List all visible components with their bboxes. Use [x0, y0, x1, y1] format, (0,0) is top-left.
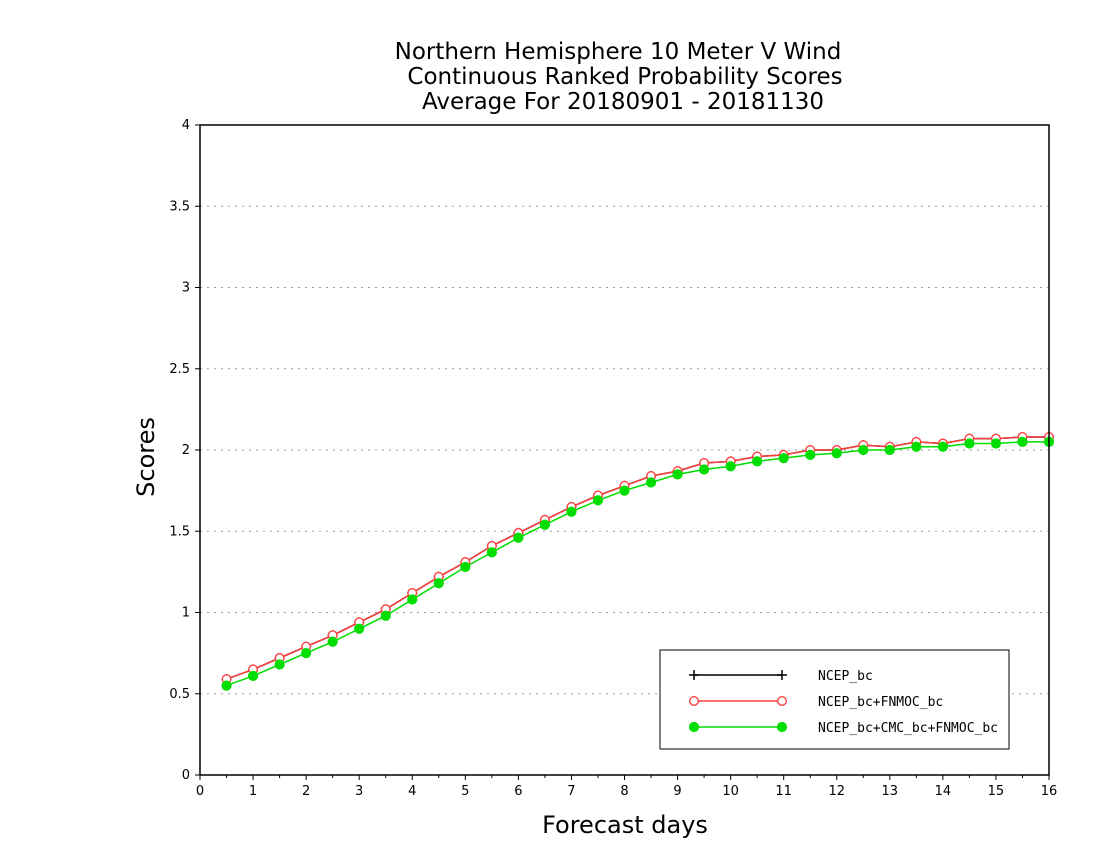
y-axis-title: Scores [132, 417, 160, 497]
legend: NCEP_bc NCEP_bc+FNMOC_bc NCEP_bc+CMC_bc+FN… [659, 649, 1010, 750]
data-point [433, 578, 444, 589]
data-point [566, 506, 577, 517]
x-tick-label: 12 [828, 784, 845, 799]
x-tick-label: 5 [461, 784, 469, 799]
x-tick-label: 14 [935, 784, 952, 799]
y-tick-label: 3 [182, 281, 190, 296]
title-line-2: Continuous Ranked Probability Scores [407, 64, 842, 90]
y-tick-label: 2 [182, 443, 190, 458]
data-point [937, 441, 948, 452]
legend-label: NCEP_bc+FNMOC_bc [818, 695, 943, 710]
axis-ticks: 00.511.522.533.540 1 2 3 4 5 6 7 8 9 10 11 12 13 14 15 1… [169, 118, 1057, 799]
x-tick-label: 2 [302, 784, 310, 799]
title-line-3: Average For 20180901 - 20181130 [422, 89, 824, 115]
y-tick-label: 3.5 [169, 199, 190, 214]
x-tick-label: 6 [514, 784, 522, 799]
legend-marker [776, 721, 788, 733]
legend-entry: NCEP_bc+CMC_bc+FNMOC_bc [688, 721, 998, 736]
x-tick-label: 3 [355, 784, 363, 799]
legend-box [659, 649, 1010, 750]
data-point [380, 610, 391, 621]
data-point [752, 456, 763, 467]
x-tick-label: 16 [1041, 784, 1058, 799]
data-point [274, 659, 285, 670]
y-tick-label: 4 [182, 118, 190, 133]
data-point [725, 461, 736, 472]
plot-frame [199, 124, 1050, 776]
x-tick-label: 9 [673, 784, 681, 799]
data-point [513, 532, 524, 543]
data-point [407, 594, 418, 605]
data-point [460, 561, 471, 573]
data-point [805, 449, 816, 460]
data-point [486, 547, 497, 558]
x-tick-label: 15 [988, 784, 1005, 799]
legend-entry: NCEP_bc+FNMOC_bc [689, 695, 943, 710]
series-line [226, 436, 1049, 680]
data-point [831, 448, 842, 459]
x-tick-label: 7 [567, 784, 575, 799]
data-point [619, 485, 630, 496]
y-tick-label: 0 [182, 768, 190, 783]
data-point [327, 636, 338, 647]
data-point [1017, 436, 1028, 447]
legend-marker [688, 721, 700, 733]
data-point [858, 444, 869, 456]
legend-label: NCEP_bc [818, 669, 873, 684]
legend-entries: NCEP_bc NCEP_bc+FNMOC_bc NCEP_bc+CMC_bc+FN… [688, 669, 998, 736]
data-point [301, 648, 312, 659]
x-tick-label: 0 [196, 784, 204, 799]
legend-marker [689, 696, 700, 707]
x-axis-title: Forecast days [542, 811, 708, 839]
data-point [964, 438, 975, 449]
data-point [911, 441, 922, 452]
data-point [990, 438, 1002, 449]
data-point [645, 477, 657, 488]
series-line [226, 441, 1049, 687]
x-tick-label: 4 [408, 784, 416, 799]
y-tick-label: 0.5 [169, 687, 190, 702]
x-tick-label: 1 [249, 784, 257, 799]
data-point [592, 495, 604, 506]
data-point [672, 469, 683, 480]
legend-marker [777, 696, 788, 707]
series-1 [221, 432, 1054, 685]
y-tick-label: 2.5 [169, 362, 190, 377]
legend-label: NCEP_bc+CMC_bc+FNMOC_bc [818, 721, 998, 736]
data-point [539, 519, 551, 530]
data-point [247, 670, 259, 681]
data-point [354, 623, 365, 634]
series-layer [221, 432, 1055, 691]
x-tick-label: 11 [775, 784, 792, 799]
title-line-1: Northern Hemisphere 10 Meter V Wind [395, 39, 842, 65]
y-tick-label: 1 [182, 606, 190, 621]
chart-title: Northern Hemisphere 10 Meter V Wind Cont… [395, 39, 843, 115]
x-tick-label: 10 [722, 784, 739, 799]
data-point [884, 444, 895, 456]
gridlines [200, 205, 1049, 695]
y-tick-label: 1.5 [169, 524, 190, 539]
series-3 [221, 436, 1055, 691]
series-line [226, 436, 1049, 680]
data-point [221, 680, 232, 691]
data-point [778, 453, 789, 464]
x-tick-label: 8 [620, 784, 628, 799]
legend-marker [689, 670, 699, 680]
series-2 [221, 432, 1054, 685]
legend-marker [777, 670, 787, 680]
data-point [698, 464, 710, 475]
legend-entry: NCEP_bc [689, 669, 873, 684]
x-tick-label: 13 [882, 784, 899, 799]
